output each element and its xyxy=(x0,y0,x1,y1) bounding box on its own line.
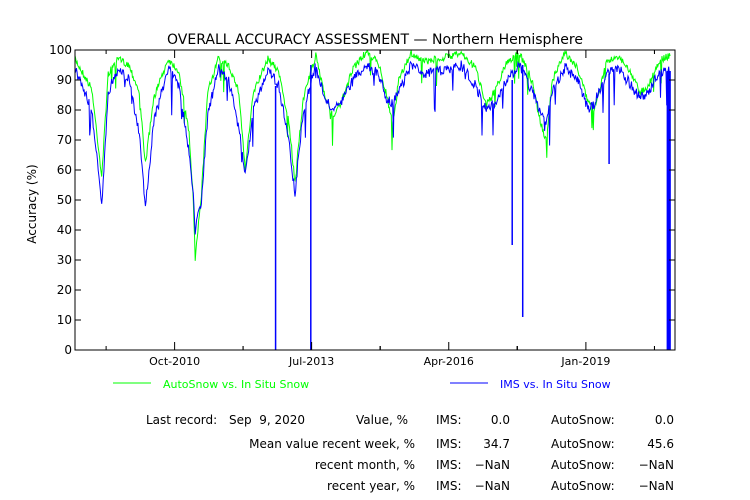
stat-autosnow-value: −NaN xyxy=(638,479,674,493)
x-tick-label: Jul-2013 xyxy=(288,355,334,368)
value-label: Value, % xyxy=(356,413,408,427)
y-tick-label: 90 xyxy=(57,73,72,87)
stat-row-label: recent month, % xyxy=(314,458,415,472)
series-line-autosnow xyxy=(74,49,671,261)
stat-ims-label: IMS: xyxy=(436,413,462,427)
stat-autosnow-label: AutoSnow: xyxy=(551,413,615,427)
stat-autosnow-value: −NaN xyxy=(638,458,674,472)
plot-frame xyxy=(74,49,676,351)
stat-ims-value: −NaN xyxy=(474,458,510,472)
axes: 0 10 20 30 40 50 60 70 80 90 100 Oct-2010 Jul-2013 Ap… xyxy=(49,43,676,368)
y-tick-label: 80 xyxy=(57,103,72,117)
y-axis-label: Accuracy (%) xyxy=(25,164,39,243)
stat-autosnow-label: AutoSnow: xyxy=(551,437,615,451)
series-line-ims xyxy=(74,60,671,235)
chart-title: OVERALL ACCURACY ASSESSMENT — Northern H… xyxy=(167,32,583,48)
y-tick-label: 50 xyxy=(57,193,72,207)
stat-ims-label: IMS: xyxy=(436,458,462,472)
legend-label: IMS vs. In Situ Snow xyxy=(500,378,611,391)
y-tick-label: 40 xyxy=(57,223,72,237)
x-tick-label: Oct-2010 xyxy=(149,355,200,368)
y-tick-label: 10 xyxy=(57,313,72,327)
stat-autosnow-value: 0.0 xyxy=(654,413,674,427)
legend: AutoSnow vs. In Situ Snow IMS vs. In Situ… xyxy=(113,378,611,391)
stat-row-label: recent year, % xyxy=(327,479,415,493)
legend-label: AutoSnow vs. In Situ Snow xyxy=(163,378,309,391)
y-tick-label: 70 xyxy=(57,133,72,147)
y-tick-label: 20 xyxy=(57,283,72,297)
y-tick-label: 0 xyxy=(64,343,72,357)
stat-ims-label: IMS: xyxy=(436,479,462,493)
stat-autosnow-value: 45.6 xyxy=(647,437,674,451)
stat-row-label: Mean value recent week, % xyxy=(249,437,415,451)
y-tick-label: 100 xyxy=(49,43,72,57)
last-record-label: Last record: xyxy=(146,413,218,427)
stat-ims-value: 0.0 xyxy=(490,413,510,427)
stat-autosnow-label: AutoSnow: xyxy=(551,458,615,472)
last-record-date: Sep 9, 2020 xyxy=(229,413,306,427)
x-tick-label: Jan-2019 xyxy=(560,355,610,368)
y-tick-label: 60 xyxy=(57,163,72,177)
plot-area xyxy=(74,49,671,350)
stat-ims-label: IMS: xyxy=(436,437,462,451)
stat-autosnow-label: AutoSnow: xyxy=(551,479,615,493)
x-tick-label: Apr-2016 xyxy=(424,355,474,368)
stat-ims-value: −NaN xyxy=(474,479,510,493)
stat-ims-value: 34.7 xyxy=(483,437,510,451)
y-tick-label: 30 xyxy=(57,253,72,267)
